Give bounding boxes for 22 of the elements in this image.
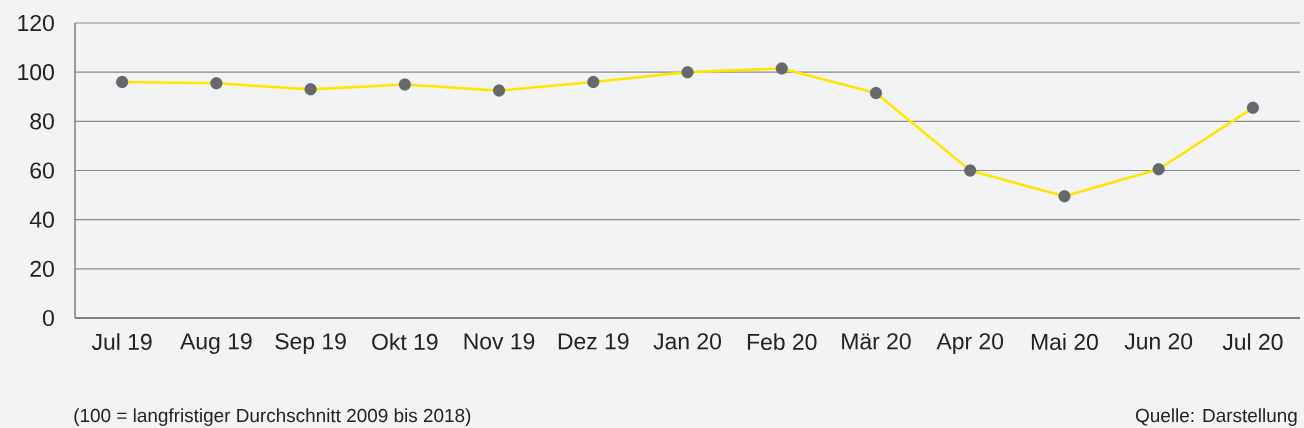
- x-tick-label: Nov 19: [464, 333, 535, 350]
- x-tick-label: Jul 19: [91, 333, 152, 351]
- y-tick-label: 80: [30, 113, 54, 130]
- text: (100 = langfristiger Durchschnitt 2009 bis 2018): [74, 408, 471, 426]
- y-tick-label: 100: [18, 64, 54, 81]
- x-tick-label: Okt 19: [372, 333, 438, 351]
- x-tick-label: Dez 19: [558, 333, 629, 350]
- x-tick-label: Mai 20: [1031, 333, 1098, 351]
- y-tick-label: 40: [29, 211, 54, 228]
- x-tick-label: Jan 20: [653, 333, 721, 350]
- x-tick-label: Feb 20: [747, 333, 817, 351]
- y-tick-label: 60: [30, 162, 54, 179]
- y-tick-label: 120: [18, 14, 54, 32]
- x-tick-label: Sep 19: [275, 333, 346, 354]
- x-tick-label: Mär 20: [842, 333, 911, 350]
- source-note: Quelle: Darstellung: [1135, 408, 1297, 426]
- x-tick-label: Apr 20: [936, 333, 1004, 354]
- y-tick-label: 20: [30, 260, 54, 277]
- x-tick-label: Aug 19: [180, 333, 252, 354]
- x-tick-label: Jul 20: [1222, 333, 1283, 351]
- x-tick-label: Jun 20: [1124, 333, 1193, 350]
- y-tick-label: 0: [42, 309, 54, 327]
